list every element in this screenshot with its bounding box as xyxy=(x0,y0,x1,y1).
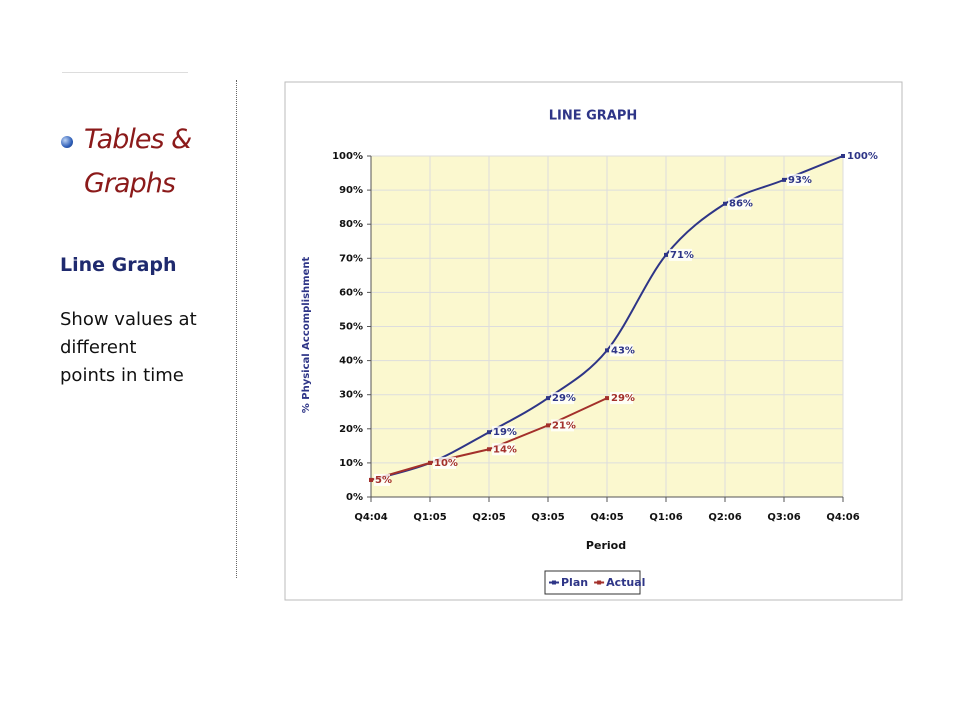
label-bg xyxy=(787,173,810,186)
point-marker xyxy=(428,460,432,465)
data-label: 10% xyxy=(434,458,458,469)
data-label: 43% xyxy=(611,345,635,356)
x-tick-label: Q3:05 xyxy=(531,512,564,523)
point-marker xyxy=(664,252,668,257)
data-label: 14% xyxy=(493,444,517,455)
label-bg xyxy=(610,344,633,357)
point-marker xyxy=(546,423,550,428)
divider xyxy=(62,72,188,73)
point-marker xyxy=(605,396,609,401)
x-tick-label: Q2:06 xyxy=(708,512,741,523)
legend-label: Plan xyxy=(561,576,588,589)
label-bg xyxy=(433,456,456,469)
x-tick-label: Q1:05 xyxy=(413,512,446,523)
y-tick-label: 70% xyxy=(339,253,363,264)
data-label: 29% xyxy=(611,393,635,404)
y-tick-label: 80% xyxy=(339,219,363,230)
x-tick-label: Q3:06 xyxy=(767,512,800,523)
x-tick-label: Q4:06 xyxy=(826,512,859,523)
y-axis-title: % Physical Accomplishment xyxy=(301,257,312,414)
x-tick-label: Q1:06 xyxy=(649,512,682,523)
label-bg xyxy=(728,197,751,210)
data-label: 5% xyxy=(375,475,392,486)
x-axis-title: Period xyxy=(586,539,626,552)
label-bg xyxy=(492,443,515,456)
y-tick-label: 90% xyxy=(339,185,363,196)
label-bg xyxy=(492,426,515,439)
label-bg xyxy=(551,392,574,405)
legend-swatch xyxy=(597,580,602,585)
label-bg xyxy=(551,419,574,432)
label-bg xyxy=(669,248,692,261)
y-tick-label: 20% xyxy=(339,424,363,435)
x-tick-label: Q2:05 xyxy=(472,512,505,523)
data-label: 29% xyxy=(552,393,576,404)
y-tick-label: 50% xyxy=(339,322,363,333)
heading: Tables & xyxy=(84,124,192,155)
y-tick-label: 100% xyxy=(332,151,363,162)
body-text: points in time xyxy=(60,365,184,386)
data-label: 100% xyxy=(847,151,878,162)
data-label: 93% xyxy=(788,175,812,186)
body-text: different xyxy=(60,337,137,358)
legend-label: Actual xyxy=(606,576,645,589)
point-marker xyxy=(841,154,845,158)
divider xyxy=(236,80,237,578)
y-tick-label: 40% xyxy=(339,356,363,367)
data-label: 86% xyxy=(729,199,753,210)
point-marker xyxy=(782,177,786,182)
heading: Graphs xyxy=(84,168,176,199)
label-bg xyxy=(846,150,876,162)
point-marker xyxy=(487,430,491,435)
data-label: 71% xyxy=(670,250,694,261)
body-text: Show values at xyxy=(60,309,197,330)
label-bg xyxy=(374,473,390,486)
x-tick-label: Q4:04 xyxy=(354,512,387,523)
point-marker xyxy=(605,348,609,353)
point-marker xyxy=(723,201,727,206)
legend-box xyxy=(544,570,641,595)
legend-swatch xyxy=(552,580,556,585)
y-tick-label: 10% xyxy=(339,458,363,469)
point-marker xyxy=(487,447,491,452)
label-bg xyxy=(610,392,633,405)
subheading: Line Graph xyxy=(60,254,177,276)
point-marker xyxy=(369,477,373,482)
bullet xyxy=(61,136,73,148)
x-tick-label: Q4:05 xyxy=(590,512,623,523)
chart-title: LINE GRAPH xyxy=(549,109,638,124)
data-label: 19% xyxy=(493,427,517,438)
y-tick-label: 60% xyxy=(339,287,363,298)
y-tick-label: 30% xyxy=(339,390,363,401)
data-label: 21% xyxy=(552,420,576,431)
point-marker xyxy=(546,396,550,401)
y-tick-label: 0% xyxy=(346,492,363,503)
